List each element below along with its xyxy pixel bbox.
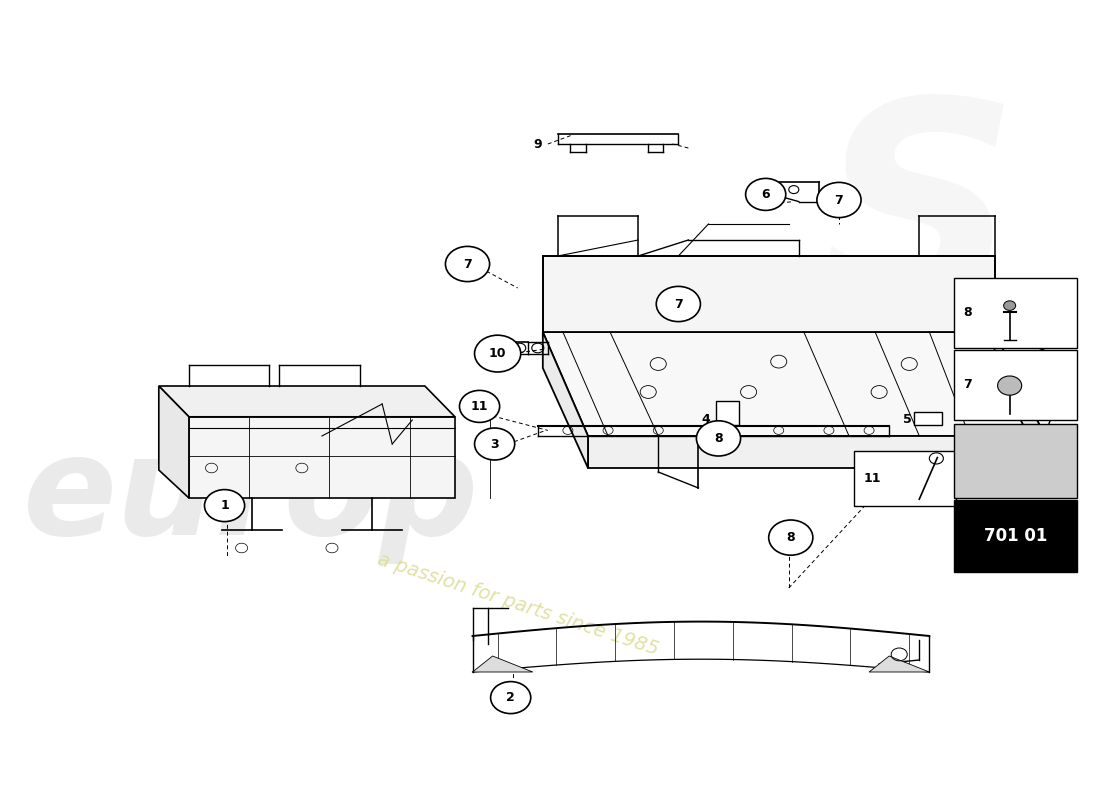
Circle shape — [817, 182, 861, 218]
Circle shape — [769, 520, 813, 555]
Polygon shape — [994, 332, 1045, 468]
Circle shape — [657, 286, 701, 322]
Circle shape — [491, 682, 531, 714]
Text: 7: 7 — [835, 194, 844, 206]
FancyBboxPatch shape — [955, 424, 1077, 498]
Circle shape — [696, 421, 740, 456]
Text: 10: 10 — [488, 347, 506, 360]
Circle shape — [998, 376, 1022, 395]
Text: 9: 9 — [534, 138, 542, 150]
Text: 2: 2 — [506, 691, 515, 704]
Text: S: S — [820, 89, 1020, 359]
Text: 1: 1 — [220, 499, 229, 512]
Polygon shape — [542, 332, 1045, 436]
Text: 8: 8 — [964, 306, 972, 319]
FancyBboxPatch shape — [914, 412, 943, 425]
Text: 7: 7 — [463, 258, 472, 270]
Polygon shape — [158, 386, 189, 498]
Text: 8: 8 — [714, 432, 723, 445]
Text: 5: 5 — [903, 413, 912, 426]
Text: 7: 7 — [964, 378, 972, 390]
Text: 8: 8 — [786, 531, 795, 544]
FancyBboxPatch shape — [955, 278, 1077, 348]
FancyBboxPatch shape — [955, 500, 1077, 572]
Text: 6: 6 — [761, 188, 770, 201]
Text: europ: europ — [23, 429, 480, 563]
Text: 4: 4 — [701, 413, 710, 426]
FancyBboxPatch shape — [716, 401, 738, 425]
Polygon shape — [189, 417, 455, 498]
Polygon shape — [542, 332, 588, 468]
Polygon shape — [542, 256, 994, 332]
Circle shape — [746, 178, 785, 210]
Circle shape — [1003, 301, 1015, 310]
Text: 11: 11 — [864, 472, 881, 485]
FancyBboxPatch shape — [955, 350, 1077, 420]
FancyBboxPatch shape — [854, 451, 956, 506]
Polygon shape — [473, 656, 532, 672]
Circle shape — [474, 428, 515, 460]
Text: a passion for parts since 1985: a passion for parts since 1985 — [375, 550, 661, 658]
Circle shape — [474, 335, 520, 372]
Circle shape — [205, 490, 244, 522]
Text: 701 01: 701 01 — [984, 527, 1047, 545]
Circle shape — [460, 390, 499, 422]
Polygon shape — [158, 386, 455, 417]
Text: 3: 3 — [491, 438, 499, 450]
Circle shape — [446, 246, 490, 282]
Text: 7: 7 — [674, 298, 683, 310]
Text: 11: 11 — [471, 400, 488, 413]
Polygon shape — [869, 656, 929, 672]
Polygon shape — [588, 436, 1045, 468]
